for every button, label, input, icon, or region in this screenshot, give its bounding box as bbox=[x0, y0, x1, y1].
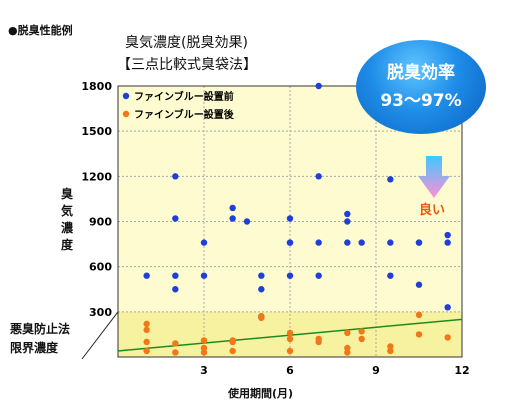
before-point bbox=[415, 281, 423, 288]
x-tick-label: 9 bbox=[372, 364, 380, 377]
before-point bbox=[172, 173, 179, 180]
badge-line1: 脱臭効率 bbox=[387, 63, 455, 83]
y-tick-label: 1800 bbox=[81, 80, 112, 93]
efficiency-badge: 脱臭効率 93～97% bbox=[356, 40, 486, 134]
before-point bbox=[444, 231, 451, 239]
after-point bbox=[143, 320, 150, 328]
before-point bbox=[344, 210, 351, 218]
plot-frame bbox=[117, 85, 463, 358]
after-point bbox=[344, 349, 351, 356]
before-point bbox=[200, 239, 208, 246]
after-point bbox=[200, 349, 208, 356]
before-point bbox=[387, 239, 394, 246]
x-tick-label: 12 bbox=[454, 364, 469, 377]
legend-marker bbox=[122, 110, 130, 118]
before-point bbox=[315, 173, 322, 180]
before-point bbox=[143, 272, 150, 279]
y-axis-label: 臭気濃度 bbox=[60, 187, 73, 252]
before-point bbox=[200, 272, 208, 279]
before-point bbox=[358, 239, 365, 246]
before-point bbox=[243, 218, 251, 225]
after-point bbox=[344, 329, 351, 337]
before-point bbox=[286, 215, 294, 222]
after-point bbox=[200, 337, 208, 344]
chart-title: 臭気濃度(脱臭効果) bbox=[125, 35, 248, 51]
after-point bbox=[143, 347, 150, 355]
before-point bbox=[387, 272, 394, 279]
x-axis-label: 使用期間(月) bbox=[228, 387, 294, 400]
after-point bbox=[315, 338, 322, 346]
after-point bbox=[143, 338, 150, 346]
after-point bbox=[258, 314, 265, 322]
limit-label: 悪臭防止法 限界濃度 bbox=[10, 320, 70, 358]
x-tick-label: 3 bbox=[200, 364, 208, 377]
after-point bbox=[200, 344, 208, 352]
before-point bbox=[344, 218, 351, 225]
y-tick-label: 600 bbox=[89, 261, 112, 274]
before-point bbox=[315, 82, 322, 90]
after-point bbox=[229, 337, 236, 344]
down-arrow-icon bbox=[418, 156, 450, 198]
limit-pointer-line bbox=[81, 311, 119, 360]
good-annotation: 良い bbox=[419, 202, 445, 218]
before-point bbox=[344, 239, 351, 246]
data-points bbox=[143, 82, 451, 356]
section-label: ●脱臭性能例 bbox=[8, 24, 73, 37]
y-tick-label: 300 bbox=[89, 306, 112, 319]
before-point bbox=[172, 215, 179, 222]
limit-label-line1: 悪臭防止法 bbox=[10, 322, 71, 336]
before-point bbox=[315, 239, 322, 246]
after-point bbox=[286, 329, 294, 337]
before-point bbox=[172, 272, 179, 279]
after-point bbox=[415, 311, 423, 319]
after-point bbox=[387, 343, 394, 350]
before-point bbox=[286, 239, 294, 246]
chart-subtitle: 【三点比較式臭袋法】 bbox=[117, 57, 257, 73]
after-point bbox=[286, 335, 294, 343]
before-point bbox=[229, 204, 236, 212]
after-point bbox=[358, 328, 365, 335]
legend-marker bbox=[122, 92, 130, 100]
before-point bbox=[258, 286, 265, 293]
y-tick-label: 900 bbox=[89, 216, 112, 229]
after-point bbox=[415, 331, 423, 338]
after-point bbox=[444, 334, 451, 341]
after-point bbox=[143, 326, 150, 334]
before-point bbox=[172, 286, 179, 293]
legend-label: ファインブルー設置前 bbox=[134, 90, 234, 103]
after-point bbox=[172, 349, 179, 356]
y-tick-label: 1200 bbox=[81, 170, 112, 183]
x-tick-label: 6 bbox=[286, 364, 294, 377]
before-point bbox=[415, 239, 423, 246]
after-point bbox=[229, 347, 236, 355]
legend-label: ファインブルー設置後 bbox=[134, 108, 235, 121]
y-tick-label: 1500 bbox=[81, 125, 112, 138]
after-point bbox=[344, 344, 351, 352]
after-point bbox=[286, 347, 294, 355]
before-point bbox=[387, 176, 394, 183]
before-point bbox=[286, 272, 294, 279]
after-point bbox=[358, 335, 365, 343]
before-point bbox=[258, 272, 265, 279]
x-axis: 3 6 9 12 bbox=[200, 364, 469, 377]
after-point bbox=[387, 347, 394, 355]
before-point bbox=[229, 215, 236, 222]
limit-label-line2: 限界濃度 bbox=[10, 341, 59, 355]
badge-line2: 93～97% bbox=[380, 91, 462, 111]
before-point bbox=[315, 272, 322, 279]
before-point bbox=[444, 304, 451, 311]
before-point bbox=[444, 239, 451, 246]
y-axis: 300 600 900 1200 1500 1800 bbox=[81, 80, 112, 319]
after-point bbox=[172, 340, 179, 347]
